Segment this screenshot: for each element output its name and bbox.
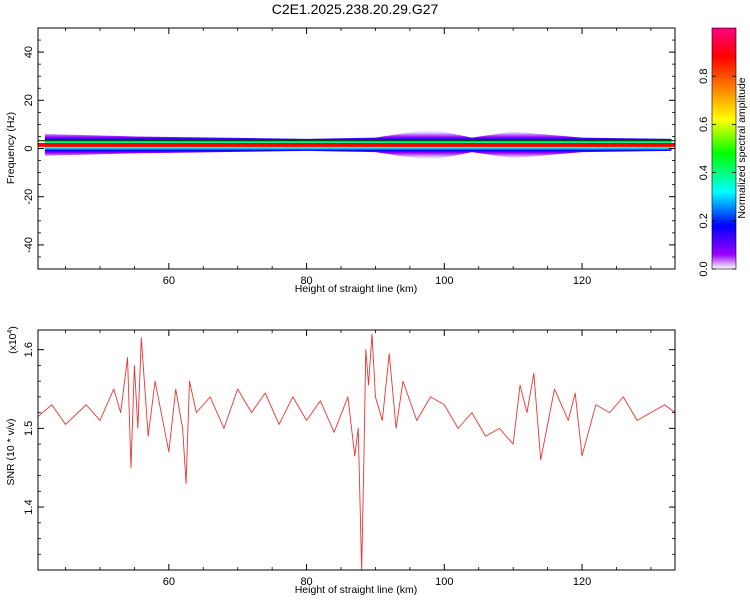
y-tick-label: 1.5	[23, 421, 35, 436]
spectrogram-y-label: Frequency (Hz)	[5, 112, 17, 184]
y-tick-label: 1.4	[23, 499, 35, 514]
spectrogram-x-label: Height of straight line (km)	[295, 283, 418, 295]
y-tick-label: 0	[23, 145, 35, 151]
spectrogram-x-axis: 60 80 100 120	[65, 28, 652, 287]
y-tick-label: -20	[23, 189, 35, 205]
spectrogram-y-axis: 40 20 0 -20 -40	[23, 39, 675, 258]
colorbar-label: Normalized spectral amplitude	[736, 77, 748, 218]
colorbar-tick-label: 0.4	[698, 165, 710, 180]
colorbar-tick-label: 0.8	[698, 69, 710, 84]
snr-panel: 60 80 100 120 1.6 1.5 1.4 Height of straight …	[5, 326, 676, 596]
x-tick-label: 80	[300, 275, 312, 287]
x-tick-label: 60	[163, 275, 175, 287]
y-tick-label: 20	[23, 94, 35, 106]
y-tick-label: 1.6	[23, 342, 35, 357]
snr-y-label: SNR (10 * v/v)	[5, 418, 17, 485]
chart-title: C2E1.2025.238.20.29.G27	[272, 1, 439, 17]
y-tick-label: 40	[23, 46, 35, 58]
spectral-band-edge	[38, 140, 675, 142]
snr-series-line	[38, 333, 675, 570]
x-tick-label: 120	[573, 576, 591, 588]
snr-frame	[37, 329, 676, 571]
spectral-band-core	[38, 142, 675, 147]
snr-y-axis: 1.6 1.5 1.4	[23, 342, 675, 555]
colorbar-scale	[711, 27, 737, 270]
x-tick-label: 100	[435, 576, 453, 588]
colorbar-tick-label: 0.6	[698, 117, 710, 132]
x-tick-label: 120	[573, 275, 591, 287]
y-tick-label: -40	[23, 237, 35, 253]
x-tick-label: 80	[300, 576, 312, 588]
colorbar-tick-label: 0.0	[698, 261, 710, 276]
spectrogram-panel: 60 80 100 120 40 20 0 -20 -40 Height of straigh…	[5, 27, 676, 295]
colorbar-ticks: 0.0 0.2 0.4 0.6 0.8	[698, 69, 736, 277]
snr-x-axis: 60 80 100 120	[65, 330, 652, 588]
colorbar: 0.0 0.2 0.4 0.6 0.8 Normalized spectral ampl…	[698, 27, 748, 277]
colorbar-tick-label: 0.2	[698, 213, 710, 228]
x-tick-label: 100	[435, 275, 453, 287]
x-tick-label: 60	[163, 576, 175, 588]
snr-multiplier-label: (x104)	[7, 326, 19, 354]
snr-x-label: Height of straight line (km)	[295, 584, 418, 596]
